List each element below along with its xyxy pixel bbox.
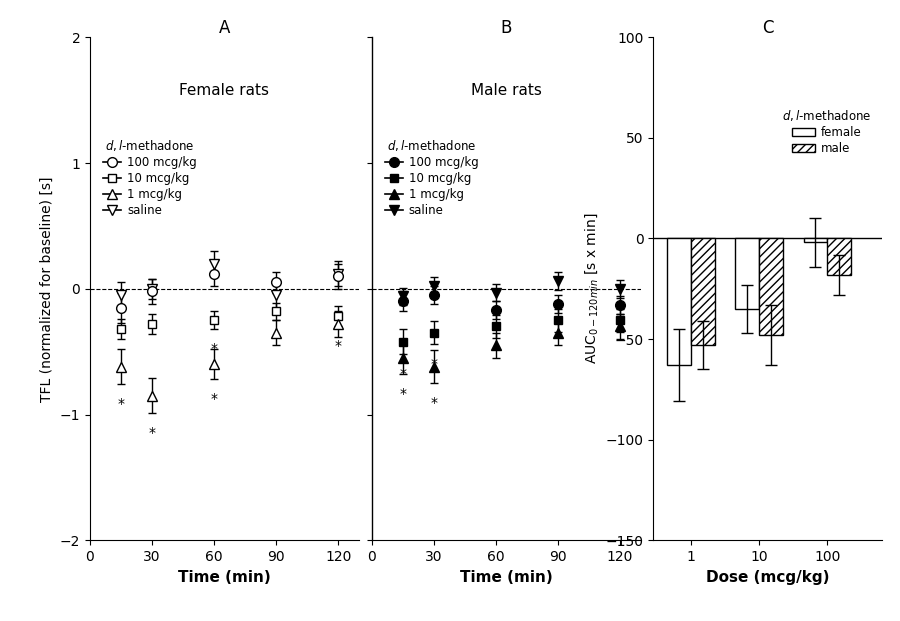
Title: B: B <box>500 19 512 37</box>
Text: Male rats: Male rats <box>471 83 542 97</box>
Bar <box>827 238 851 274</box>
Title: A: A <box>219 19 230 37</box>
X-axis label: Time (min): Time (min) <box>460 569 553 584</box>
Bar <box>760 238 783 335</box>
Y-axis label: AUC$_{0-120min}$ [s x min]: AUC$_{0-120min}$ [s x min] <box>583 213 600 365</box>
Text: *: * <box>430 356 437 371</box>
Text: Female rats: Female rats <box>179 83 269 97</box>
Legend: female, male: female, male <box>778 104 876 160</box>
Text: *: * <box>430 396 437 410</box>
Legend: 100 mcg/kg, 10 mcg/kg, 1 mcg/kg, saline: 100 mcg/kg, 10 mcg/kg, 1 mcg/kg, saline <box>381 134 483 222</box>
Text: *: * <box>335 339 342 353</box>
Legend: 100 mcg/kg, 10 mcg/kg, 1 mcg/kg, saline: 100 mcg/kg, 10 mcg/kg, 1 mcg/kg, saline <box>99 134 202 222</box>
Bar <box>691 238 715 345</box>
Title: C: C <box>762 19 773 37</box>
Text: *: * <box>148 426 156 440</box>
X-axis label: Time (min): Time (min) <box>178 569 271 584</box>
Bar <box>804 238 827 242</box>
Text: *: * <box>211 342 218 356</box>
Text: *: * <box>211 392 218 406</box>
Text: *: * <box>400 387 406 401</box>
Y-axis label: TFL (normalized for baseline) [s]: TFL (normalized for baseline) [s] <box>40 176 54 402</box>
X-axis label: Dose (mcg/kg): Dose (mcg/kg) <box>706 569 830 584</box>
Bar <box>667 238 691 365</box>
Text: *: * <box>118 397 124 411</box>
Bar <box>735 238 760 309</box>
Text: *: * <box>400 367 406 381</box>
